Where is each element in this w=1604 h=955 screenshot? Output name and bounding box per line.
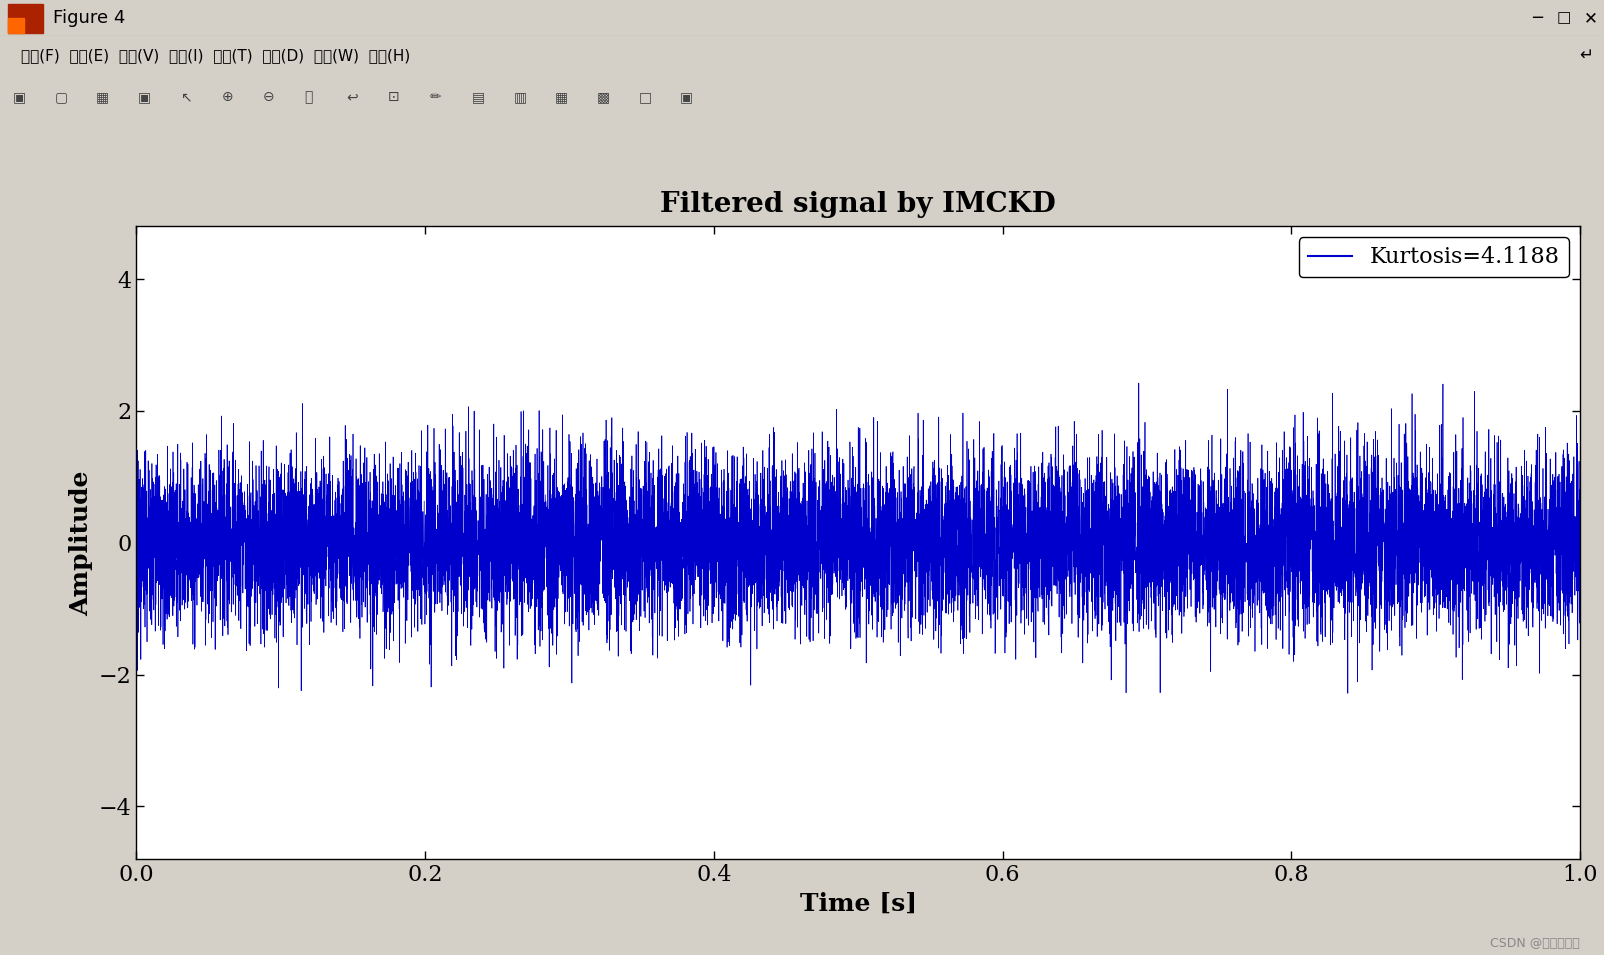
Text: ─: ─ (1532, 10, 1541, 27)
Text: ↩: ↩ (346, 91, 358, 104)
X-axis label: Time [s]: Time [s] (799, 892, 917, 916)
Text: □: □ (1557, 11, 1570, 26)
Text: ▤: ▤ (472, 91, 484, 104)
Text: CSDN @茺枝科研社: CSDN @茺枝科研社 (1490, 937, 1580, 950)
Text: ▢: ▢ (55, 91, 67, 104)
Text: ⊡: ⊡ (388, 91, 399, 104)
Text: ↖: ↖ (180, 91, 191, 104)
Text: ▥: ▥ (513, 91, 526, 104)
Text: ▩: ▩ (597, 91, 610, 104)
Text: Figure 4: Figure 4 (53, 10, 125, 27)
Text: ✏: ✏ (430, 91, 441, 104)
Text: 文件(F)  编辑(E)  查看(V)  插入(I)  工具(T)  桌面(D)  窗口(W)  帮助(H): 文件(F) 编辑(E) 查看(V) 插入(I) 工具(T) 桌面(D) 窗口(W… (21, 48, 411, 63)
Text: □: □ (638, 91, 651, 104)
Text: ⊕: ⊕ (221, 91, 233, 104)
Text: ✋: ✋ (305, 91, 313, 104)
Text: ▣: ▣ (680, 91, 693, 104)
Legend: Kurtosis=4.1188: Kurtosis=4.1188 (1299, 238, 1569, 277)
Text: ▦: ▦ (96, 91, 109, 104)
Text: ✕: ✕ (1585, 10, 1598, 27)
Bar (8, 4, 43, 32)
Y-axis label: Amplitude: Amplitude (69, 470, 93, 616)
Bar (8, 18, 24, 32)
Title: Filtered signal by IMCKD: Filtered signal by IMCKD (661, 191, 1055, 219)
Text: ↵: ↵ (1578, 46, 1593, 64)
Text: ⊖: ⊖ (263, 91, 274, 104)
Text: ▣: ▣ (13, 91, 26, 104)
Text: ▦: ▦ (555, 91, 568, 104)
Text: ▣: ▣ (138, 91, 151, 104)
